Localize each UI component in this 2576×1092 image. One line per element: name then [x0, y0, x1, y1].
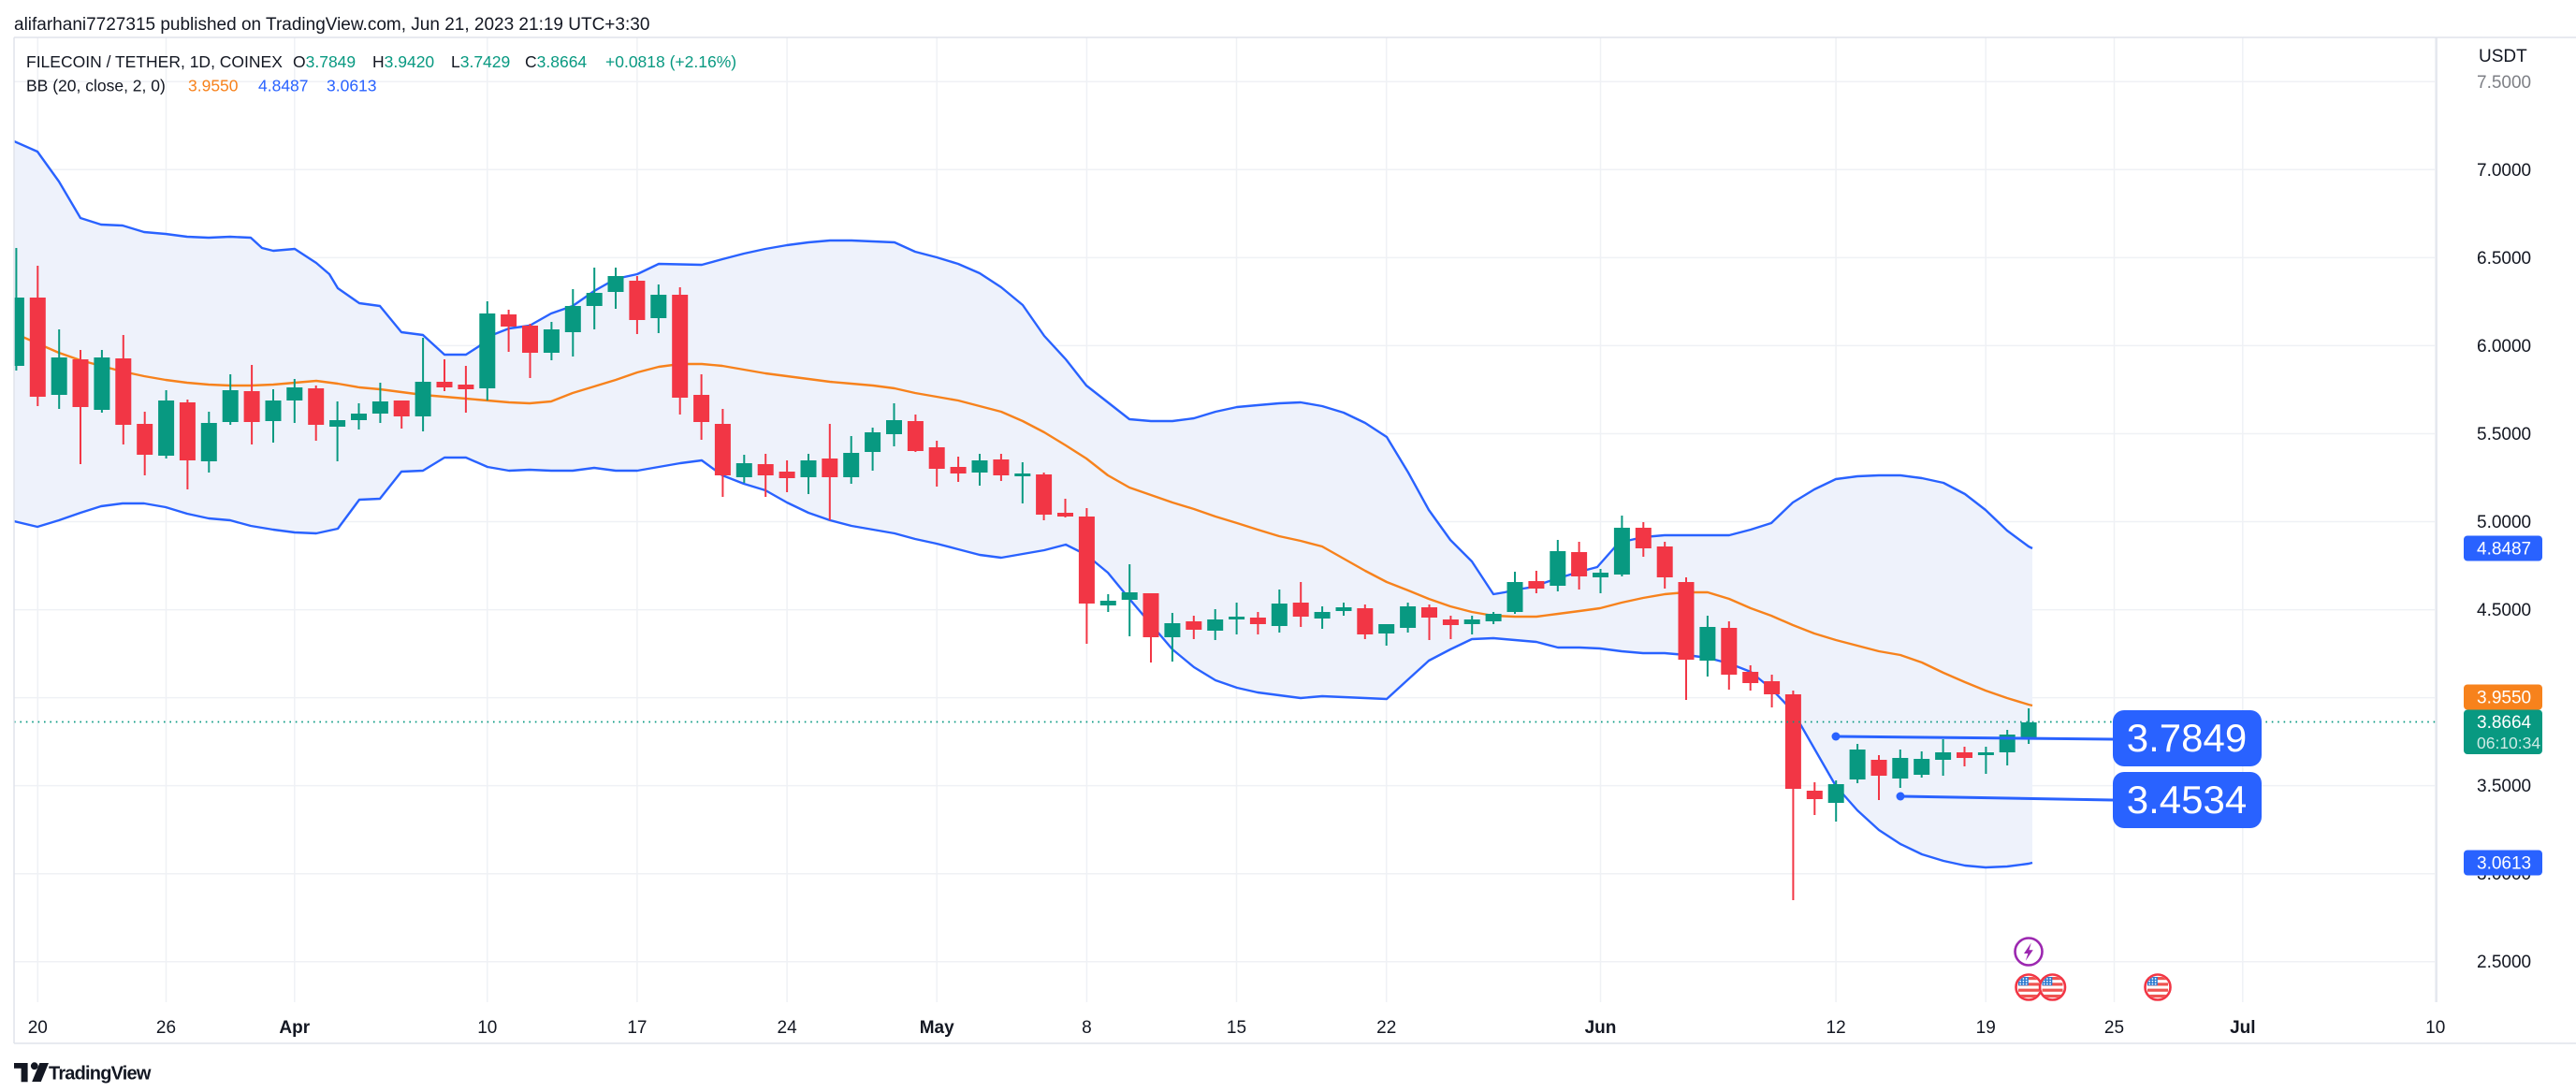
svg-text:Jul: Jul: [2230, 1018, 2255, 1038]
svg-text:May: May: [920, 1018, 954, 1038]
svg-text:Apr: Apr: [279, 1018, 310, 1038]
svg-text:20: 20: [28, 1018, 48, 1038]
svg-text:3.7849: 3.7849: [2127, 716, 2247, 760]
svg-text:7.0000: 7.0000: [2477, 161, 2531, 181]
svg-text:19: 19: [1976, 1018, 1996, 1038]
svg-text:6.0000: 6.0000: [2477, 337, 2531, 357]
svg-text:10: 10: [2425, 1018, 2445, 1038]
svg-text:USDT: USDT: [2479, 47, 2527, 66]
svg-text:4.5000: 4.5000: [2477, 601, 2531, 620]
svg-text:15: 15: [1227, 1018, 1246, 1038]
svg-text:10: 10: [477, 1018, 497, 1038]
svg-text:6.5000: 6.5000: [2477, 249, 2531, 269]
svg-text:4.8487: 4.8487: [2477, 540, 2531, 560]
svg-text:5.5000: 5.5000: [2477, 425, 2531, 444]
svg-text:8: 8: [1082, 1018, 1092, 1038]
svg-text:3.0613: 3.0613: [2477, 854, 2531, 874]
svg-text:22: 22: [1376, 1018, 1396, 1038]
svg-text:3.4534: 3.4534: [2127, 778, 2247, 822]
svg-text:24: 24: [778, 1018, 798, 1038]
svg-text:3.9550: 3.9550: [2477, 689, 2531, 708]
svg-text:2.5000: 2.5000: [2477, 953, 2531, 972]
svg-text:25: 25: [2104, 1018, 2124, 1038]
svg-text:3.5000: 3.5000: [2477, 777, 2531, 796]
svg-text:Jun: Jun: [1585, 1018, 1617, 1038]
svg-text:alifarhani7727315 published on: alifarhani7727315 published on TradingVi…: [14, 15, 649, 35]
svg-text:06:10:34: 06:10:34: [2477, 734, 2540, 752]
svg-text:3.8664: 3.8664: [2477, 713, 2532, 733]
svg-text:17: 17: [627, 1018, 647, 1038]
svg-text:5.0000: 5.0000: [2477, 513, 2531, 532]
svg-text:TradingView: TradingView: [49, 1064, 152, 1085]
svg-text:7.5000: 7.5000: [2477, 73, 2531, 93]
svg-text:12: 12: [1826, 1018, 1846, 1038]
svg-text:26: 26: [156, 1018, 176, 1038]
